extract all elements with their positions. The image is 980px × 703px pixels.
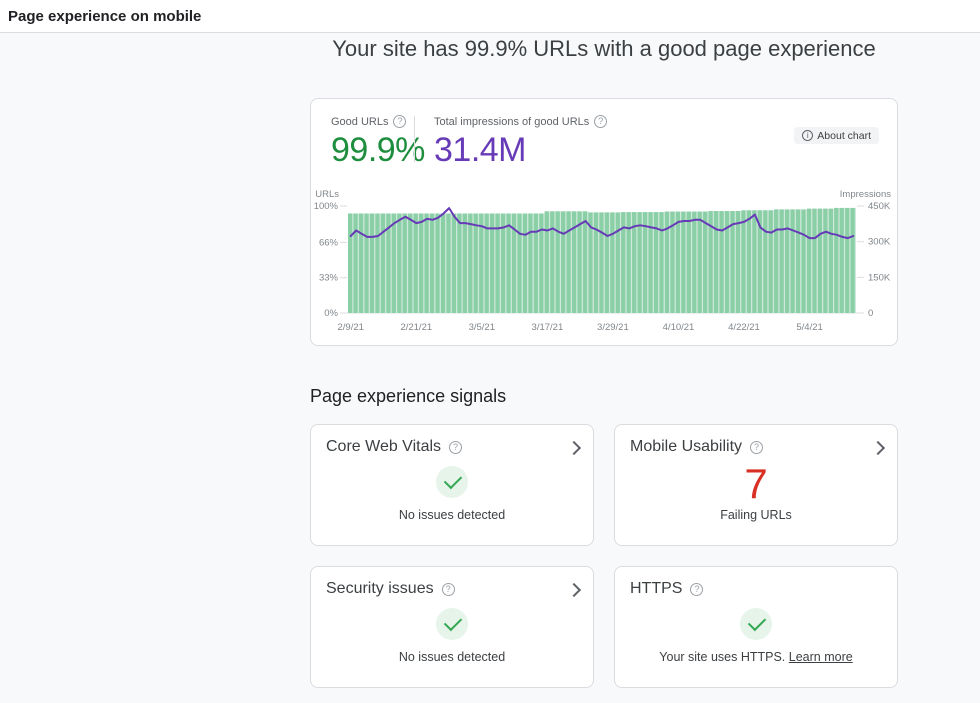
metric-good-urls[interactable]: Good URLs ? 99.9% — [331, 115, 425, 170]
core-web-vitals-card[interactable]: Core Web Vitals ? No issues detected — [310, 424, 594, 546]
help-icon[interactable]: ? — [690, 582, 704, 596]
experience-chart[interactable]: URLs Impressions 100% 66% 33% 0% 450K 300K 150K 0… — [311, 186, 897, 338]
core-web-vitals-title: Core Web Vitals — [326, 438, 442, 455]
page-title: Page experience on mobile — [8, 7, 202, 25]
svg-text:0%: 0% — [324, 308, 338, 319]
svg-text:0: 0 — [868, 308, 873, 319]
metric-impressions-label-row: Total impressions of good URLs ? — [434, 115, 608, 128]
svg-text:100%: 100% — [314, 201, 339, 212]
svg-text:66%: 66% — [319, 237, 339, 248]
about-chart-label: About chart — [817, 129, 871, 142]
info-icon: i — [802, 130, 814, 141]
svg-text:Impressions: Impressions — [840, 189, 891, 200]
metric-good-urls-value: 99.9% — [331, 131, 425, 169]
svg-text:URLs: URLs — [315, 189, 339, 200]
svg-text:3/17/21: 3/17/21 — [532, 322, 564, 333]
chart-card: Good URLs ? 99.9% Total impressions of g… — [310, 98, 898, 346]
metric-impressions[interactable]: Total impressions of good URLs ? 31.4M — [434, 115, 608, 170]
status-ok-icon — [436, 608, 468, 640]
learn-more-link[interactable]: Learn more — [788, 650, 853, 664]
svg-text:3/5/21: 3/5/21 — [469, 322, 495, 333]
failing-urls-count: 7 — [744, 460, 768, 507]
svg-text:2/9/21: 2/9/21 — [337, 322, 363, 333]
core-web-vitals-status: No issues detected — [398, 508, 506, 522]
chevron-right-icon[interactable] — [566, 440, 582, 456]
help-icon[interactable]: ? — [750, 440, 764, 454]
metric-divider — [414, 116, 415, 162]
svg-text:4/22/21: 4/22/21 — [728, 322, 760, 333]
metric-impressions-label: Total impressions of good URLs — [434, 115, 590, 128]
mobile-usability-status: Failing URLs — [720, 508, 792, 522]
signals-heading: Page experience signals — [310, 386, 507, 406]
help-icon[interactable]: ? — [441, 582, 455, 596]
https-title: HTTPS — [630, 580, 683, 597]
svg-text:300K: 300K — [868, 237, 891, 248]
svg-text:33%: 33% — [319, 273, 339, 284]
svg-text:150K: 150K — [868, 272, 891, 283]
svg-text:450K: 450K — [868, 201, 891, 212]
svg-text:5/4/21: 5/4/21 — [796, 322, 822, 333]
security-issues-card[interactable]: Security issues ? No issues detected — [310, 566, 594, 688]
metric-good-urls-label: Good URLs — [331, 115, 389, 128]
https-status-text: Your site uses HTTPS. — [659, 650, 786, 664]
svg-text:4/10/21: 4/10/21 — [663, 322, 695, 333]
security-issues-status: No issues detected — [398, 650, 506, 664]
status-ok-icon — [436, 466, 468, 498]
svg-text:2/21/21: 2/21/21 — [400, 322, 432, 333]
https-status: Your site uses HTTPS. Learn more — [615, 650, 897, 664]
metric-good-urls-label-row: Good URLs ? — [331, 115, 425, 128]
metric-impressions-value: 31.4M — [434, 131, 527, 169]
about-chart-button[interactable]: i About chart — [794, 127, 879, 144]
security-issues-title: Security issues — [326, 580, 434, 597]
mobile-usability-title: Mobile Usability — [630, 438, 743, 455]
help-icon[interactable]: ? — [393, 115, 407, 128]
help-icon[interactable]: ? — [594, 115, 608, 128]
chevron-right-icon[interactable] — [566, 582, 582, 598]
app-header: Page experience on mobile — [0, 0, 980, 33]
chevron-right-icon[interactable] — [870, 440, 886, 456]
help-icon[interactable]: ? — [449, 440, 463, 454]
https-card[interactable]: HTTPS ? Your site uses HTTPS. Learn more — [614, 566, 898, 688]
mobile-usability-card[interactable]: Mobile Usability ? 7 Failing URLs — [614, 424, 898, 546]
hero-title: Your site has 99.9% URLs with a good pag… — [332, 36, 876, 61]
svg-text:3/29/21: 3/29/21 — [597, 322, 629, 333]
status-ok-icon — [740, 608, 772, 640]
